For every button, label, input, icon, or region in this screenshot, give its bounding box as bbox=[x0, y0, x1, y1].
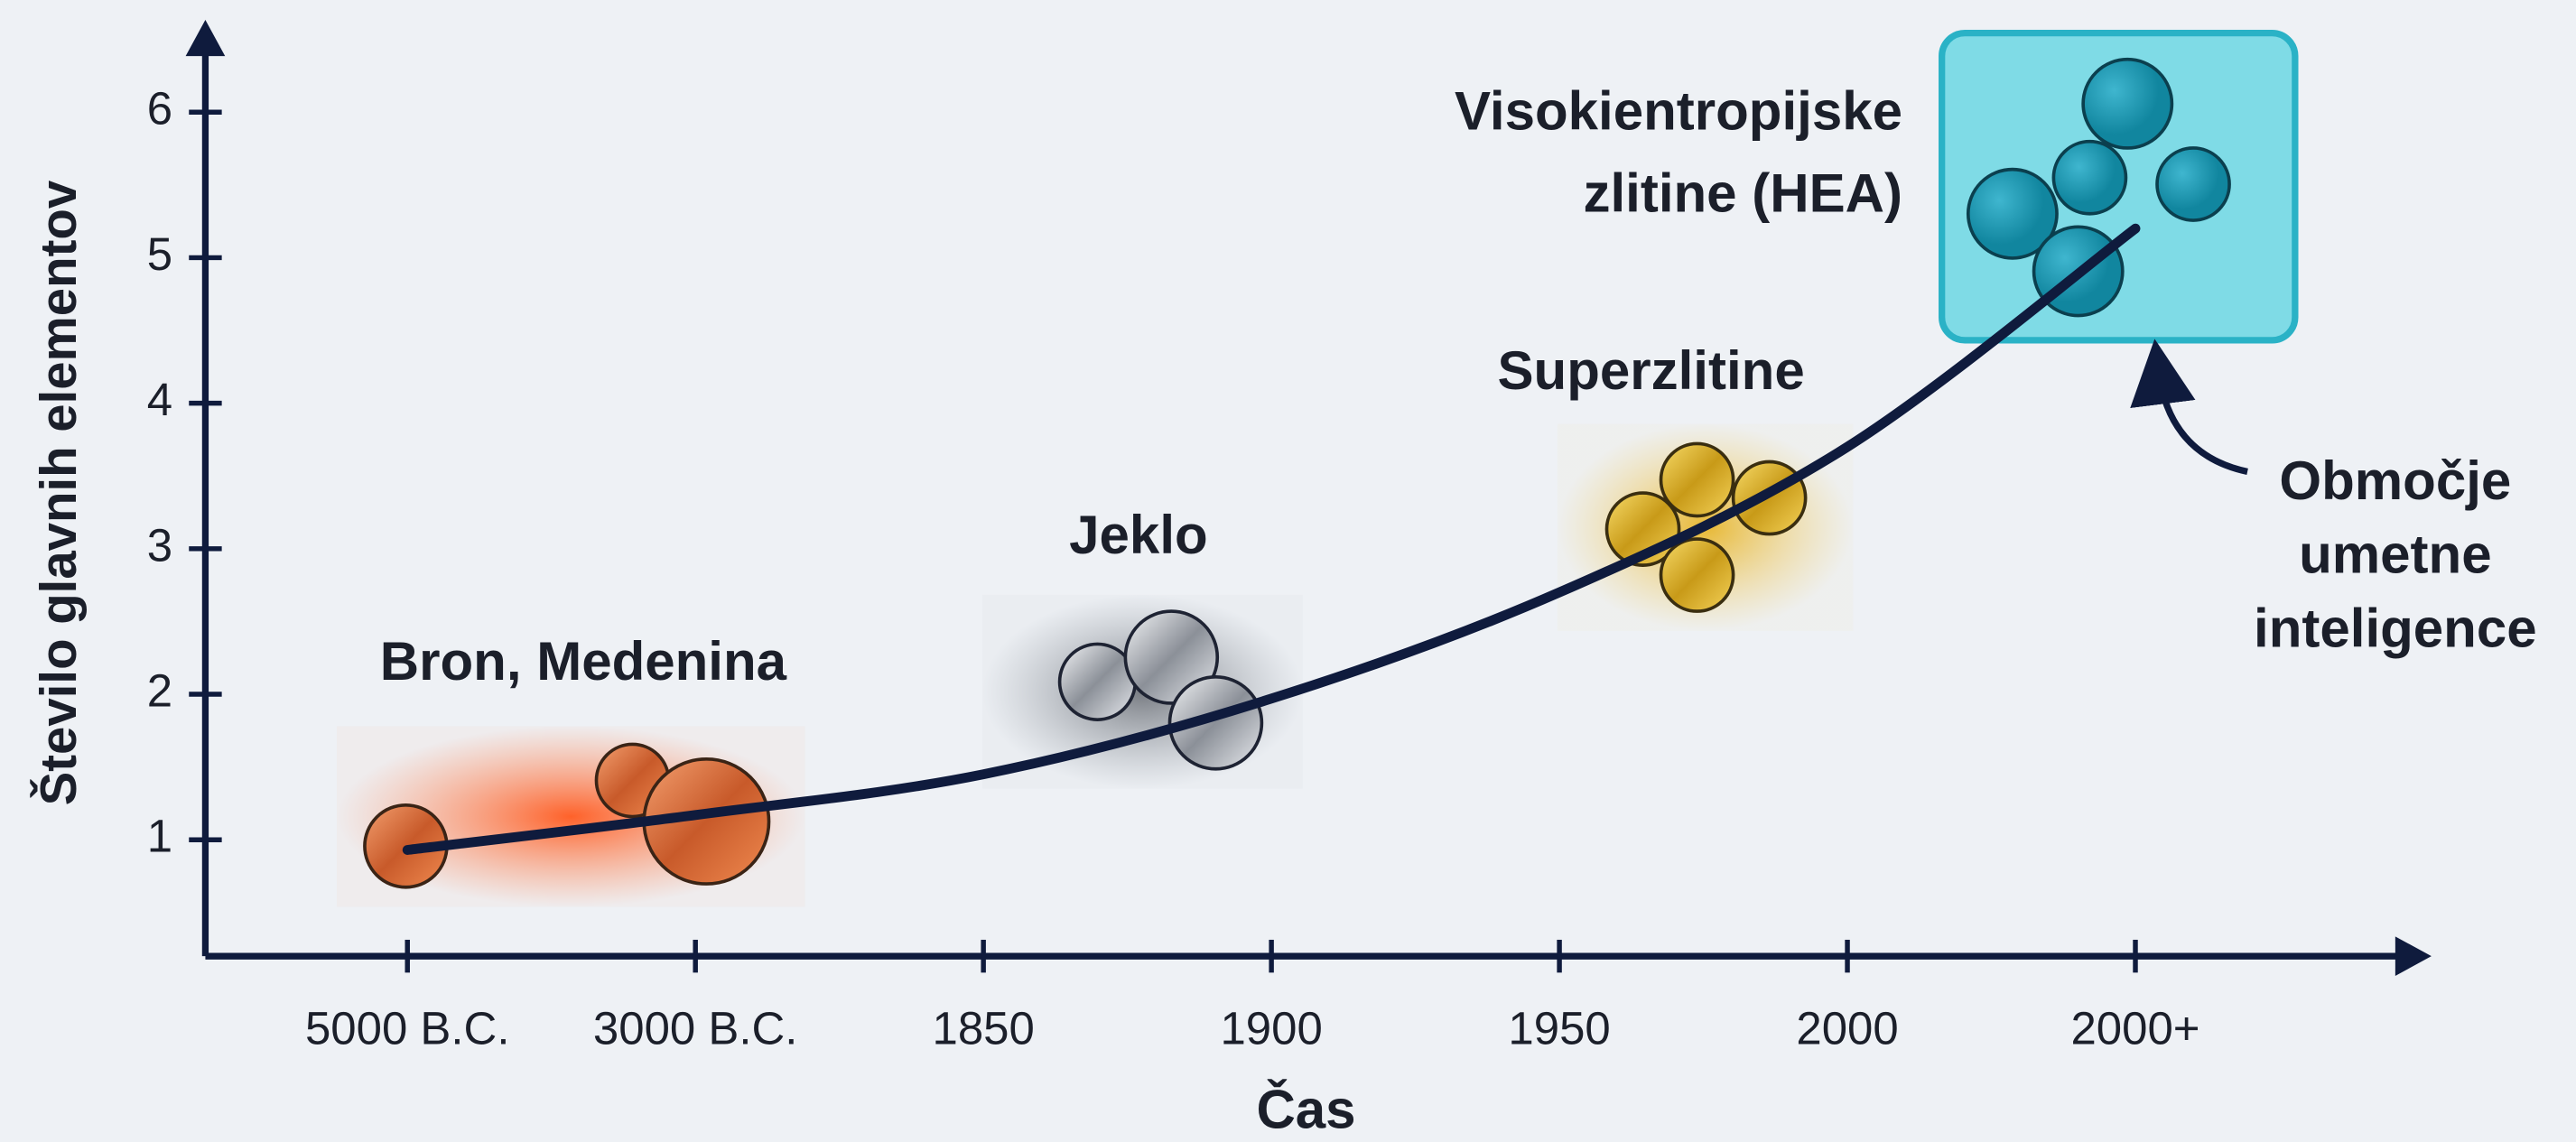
annotation: Visokientropijske bbox=[1455, 80, 1902, 141]
annotation: Jeklo bbox=[1069, 505, 1208, 565]
y-tick-label: 3 bbox=[147, 519, 172, 571]
y-tick-label: 5 bbox=[147, 228, 172, 280]
x-tick-label: 2000 bbox=[1796, 1002, 1898, 1054]
x-tick-label: 3000 B.C. bbox=[593, 1002, 798, 1054]
chart: Čas Število glavnih elementov Bron, Mede… bbox=[0, 0, 2576, 1142]
annotation: zlitine (HEA) bbox=[1583, 162, 1902, 223]
x-axis-title: Čas bbox=[1256, 1080, 1355, 1140]
annotation: Območje bbox=[2279, 450, 2511, 511]
y-tick-label: 2 bbox=[147, 664, 172, 716]
annotation: Superzlitine bbox=[1497, 340, 1804, 401]
annotation: umetne bbox=[2299, 525, 2491, 585]
y-axis-title: Število glavnih elementov bbox=[30, 180, 87, 805]
page: Čas Število glavnih elementov Bron, Mede… bbox=[0, 0, 2576, 1142]
x-tick-label: 1850 bbox=[932, 1002, 1034, 1054]
x-tick-label: 1950 bbox=[1508, 1002, 1610, 1054]
annotation: Bron, Medenina bbox=[380, 631, 787, 692]
x-tick-label: 5000 B.C. bbox=[305, 1002, 510, 1054]
x-tick-label: 1900 bbox=[1220, 1002, 1322, 1054]
y-tick-label: 4 bbox=[147, 374, 172, 425]
annotation: inteligence bbox=[2254, 599, 2537, 659]
y-tick-label: 1 bbox=[147, 811, 172, 862]
x-tick-label: 2000+ bbox=[2070, 1002, 2199, 1054]
y-tick-label: 6 bbox=[147, 83, 172, 135]
